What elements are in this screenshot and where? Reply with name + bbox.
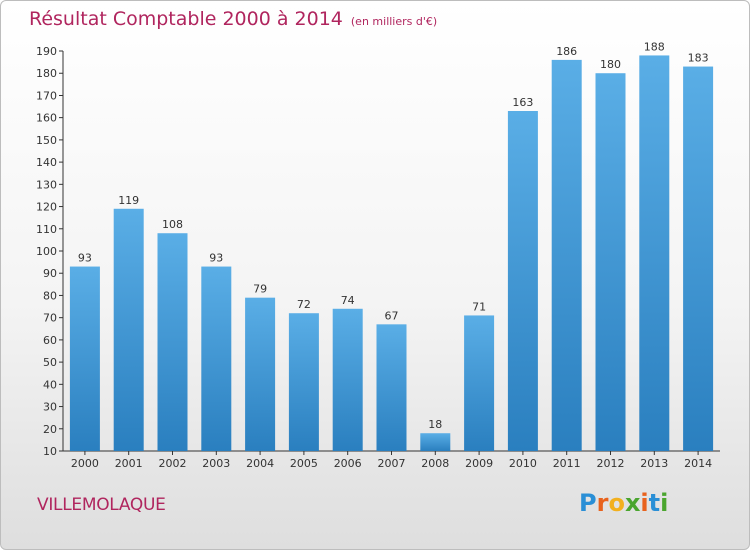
data-label: 67 bbox=[385, 309, 399, 322]
chart-subtitle: (en milliers d'€) bbox=[350, 15, 438, 28]
data-label: 72 bbox=[297, 298, 311, 311]
x-tick-label: 2004 bbox=[246, 457, 274, 470]
data-label: 183 bbox=[688, 52, 709, 65]
data-label: 93 bbox=[78, 252, 92, 265]
bar bbox=[69, 266, 100, 451]
x-tick-label: 2003 bbox=[202, 457, 230, 470]
y-tick-label: 10 bbox=[43, 445, 57, 458]
x-tick-label: 2001 bbox=[115, 457, 143, 470]
x-tick-label: 2009 bbox=[465, 457, 493, 470]
y-tick-label: 70 bbox=[43, 312, 57, 325]
data-label: 71 bbox=[472, 300, 486, 313]
y-tick-label: 190 bbox=[36, 45, 57, 58]
y-tick-label: 80 bbox=[43, 289, 57, 302]
y-tick-label: 180 bbox=[36, 67, 57, 80]
y-tick-label: 20 bbox=[43, 423, 57, 436]
bar bbox=[376, 324, 407, 451]
commune-name: VILLEMOLAQUE bbox=[37, 495, 166, 515]
chart-title: Résultat Comptable 2000 à 2014 (en millie… bbox=[29, 8, 437, 30]
bar bbox=[683, 66, 714, 452]
x-tick-label: 2010 bbox=[509, 457, 537, 470]
data-label: 163 bbox=[512, 96, 533, 109]
y-tick-label: 40 bbox=[43, 378, 57, 391]
logo-letter: i bbox=[640, 489, 649, 517]
y-tick-label: 160 bbox=[36, 112, 57, 125]
y-tick-label: 170 bbox=[36, 89, 57, 102]
bar bbox=[245, 297, 276, 451]
bar bbox=[639, 55, 670, 451]
x-tick-label: 2000 bbox=[71, 457, 99, 470]
data-label: 79 bbox=[253, 283, 267, 296]
y-tick-label: 50 bbox=[43, 356, 57, 369]
bar bbox=[507, 111, 538, 451]
title-text: Résultat Comptable 2000 à 2014 bbox=[29, 8, 343, 30]
y-tick-label: 30 bbox=[43, 401, 57, 414]
data-label: 188 bbox=[644, 40, 665, 53]
y-tick-label: 100 bbox=[36, 245, 57, 258]
y-tick-label: 90 bbox=[43, 267, 57, 280]
y-tick-label: 140 bbox=[36, 156, 57, 169]
bar bbox=[288, 313, 319, 451]
logo-letter: i bbox=[660, 489, 669, 517]
x-tick-label: 2011 bbox=[553, 457, 581, 470]
bar bbox=[332, 308, 363, 451]
x-tick-label: 2013 bbox=[640, 457, 668, 470]
y-tick-label: 130 bbox=[36, 178, 57, 191]
proxiti-logo[interactable]: Proxiti bbox=[579, 489, 668, 517]
x-tick-label: 2008 bbox=[421, 457, 449, 470]
logo-letter: P bbox=[579, 489, 597, 517]
logo-letter: r bbox=[596, 489, 609, 517]
data-label: 108 bbox=[162, 218, 183, 231]
x-tick-label: 2005 bbox=[290, 457, 318, 470]
x-tick-label: 2007 bbox=[378, 457, 406, 470]
data-label: 180 bbox=[600, 58, 621, 71]
bar bbox=[113, 208, 144, 451]
x-tick-label: 2012 bbox=[597, 457, 625, 470]
data-label: 74 bbox=[341, 294, 355, 307]
bar bbox=[551, 59, 582, 452]
bar bbox=[201, 266, 232, 451]
data-label: 93 bbox=[209, 252, 223, 265]
data-label: 18 bbox=[428, 418, 442, 431]
x-tick-label: 2002 bbox=[159, 457, 187, 470]
bar bbox=[464, 315, 495, 451]
logo-letter: o bbox=[608, 489, 625, 517]
logo-letter: t bbox=[648, 489, 661, 517]
y-tick-label: 110 bbox=[36, 223, 57, 236]
y-tick-label: 120 bbox=[36, 201, 57, 214]
bar bbox=[420, 433, 451, 451]
logo-letter: x bbox=[624, 489, 641, 517]
y-tick-label: 150 bbox=[36, 134, 57, 147]
x-tick-label: 2006 bbox=[334, 457, 362, 470]
y-tick-label: 60 bbox=[43, 334, 57, 347]
bar bbox=[595, 73, 626, 451]
bar bbox=[157, 233, 188, 451]
data-label: 119 bbox=[118, 194, 139, 207]
x-tick-label: 2014 bbox=[684, 457, 712, 470]
data-label: 186 bbox=[556, 45, 577, 58]
